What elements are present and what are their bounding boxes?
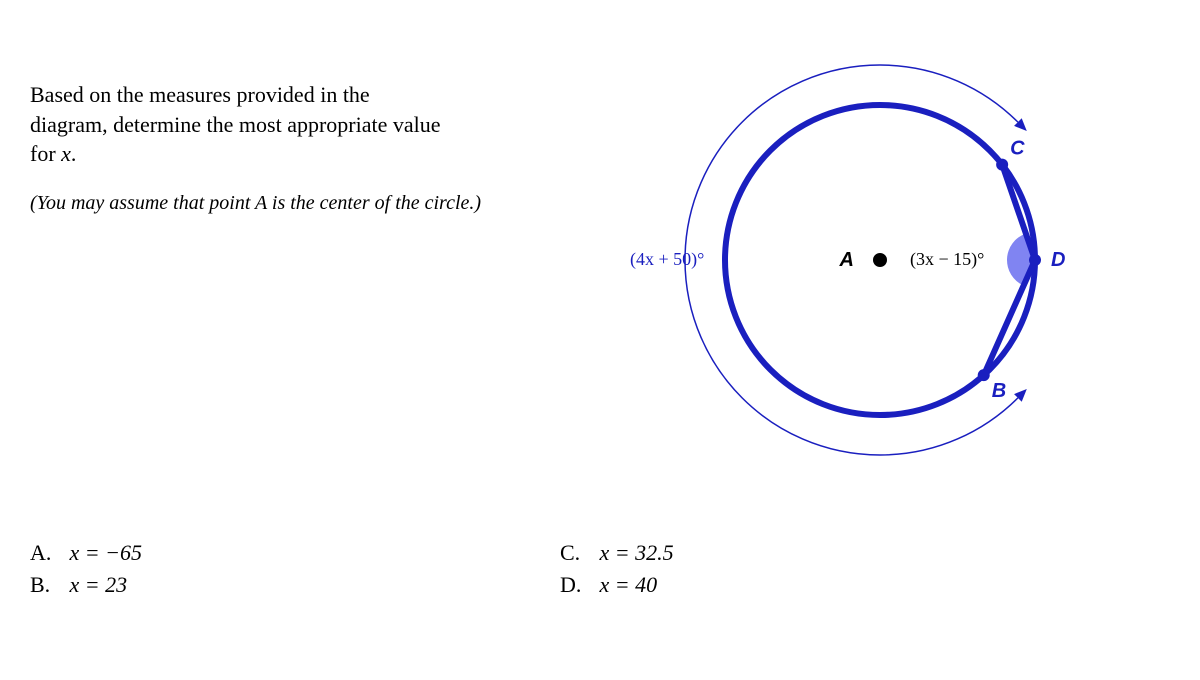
answer-d-text: x = 40 <box>600 572 658 597</box>
answer-c-label: C. <box>560 540 594 566</box>
answer-c-text: x = 32.5 <box>600 540 674 565</box>
answer-b: B. x = 23 <box>30 572 142 598</box>
svg-text:(4x + 50)°: (4x + 50)° <box>630 249 704 270</box>
question-text: Based on the measures provided in the di… <box>30 80 510 169</box>
answer-a-label: A. <box>30 540 64 566</box>
question-line-1: Based on the measures provided in the <box>30 82 370 107</box>
answer-d-label: D. <box>560 572 594 598</box>
answer-b-text: x = 23 <box>70 572 128 597</box>
svg-text:(3x − 15)°: (3x − 15)° <box>910 249 984 270</box>
svg-text:A: A <box>839 249 854 271</box>
question-line-3-after: . <box>71 141 77 166</box>
answers-left-column: A. x = −65 B. x = 23 <box>30 540 142 604</box>
diagram-svg: A C D B (4x + 50)° (3x − 15)° <box>600 40 1160 480</box>
question-line-3: for <box>30 141 61 166</box>
svg-text:C: C <box>1010 138 1025 160</box>
note-after: is the center of the circle.) <box>267 192 481 214</box>
answer-d: D. x = 40 <box>560 572 674 598</box>
question-note: (You may assume that point A is the cent… <box>30 190 550 217</box>
answer-c: C. x = 32.5 <box>560 540 674 566</box>
answer-a-text: x = −65 <box>70 540 142 565</box>
question-line-2: diagram, determine the most appropriate … <box>30 112 441 137</box>
svg-text:B: B <box>992 380 1006 402</box>
svg-text:D: D <box>1051 249 1065 271</box>
circle-diagram: A C D B (4x + 50)° (3x − 15)° <box>600 40 1160 480</box>
note-var: A <box>255 192 267 214</box>
question-var: x <box>61 141 71 166</box>
answer-a: A. x = −65 <box>30 540 142 566</box>
note-before: (You may assume that point <box>30 192 255 214</box>
answer-b-label: B. <box>30 572 64 598</box>
answers-right-column: C. x = 32.5 D. x = 40 <box>560 540 674 604</box>
page: Based on the measures provided in the di… <box>0 0 1200 680</box>
